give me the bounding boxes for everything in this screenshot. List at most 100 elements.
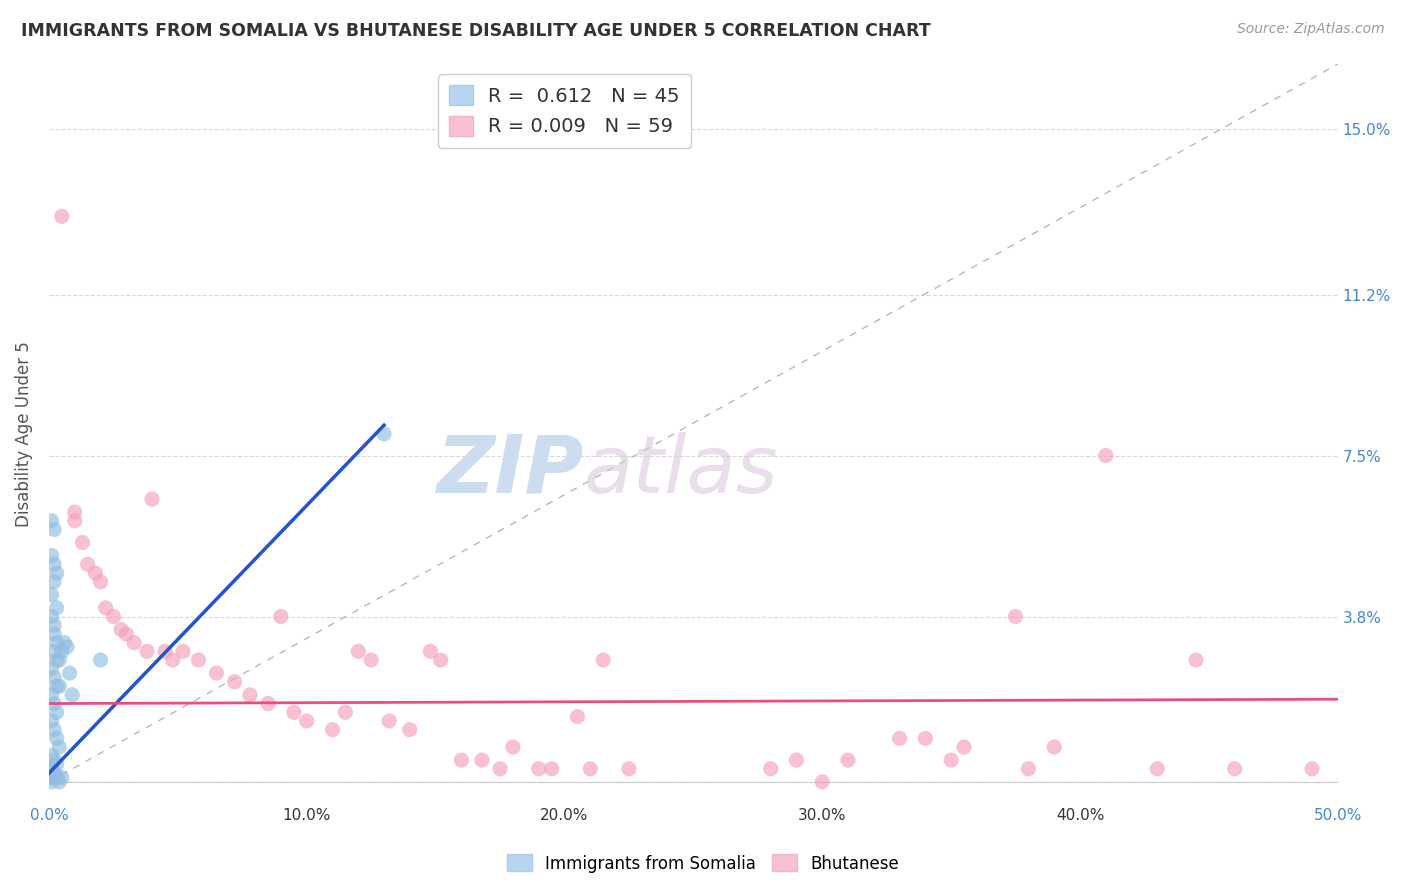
Point bbox=[45, 705, 67, 719]
Point bbox=[450, 753, 472, 767]
Point bbox=[1004, 609, 1026, 624]
Point bbox=[172, 644, 194, 658]
Text: IMMIGRANTS FROM SOMALIA VS BHUTANESE DISABILITY AGE UNDER 5 CORRELATION CHART: IMMIGRANTS FROM SOMALIA VS BHUTANESE DIS… bbox=[21, 22, 931, 40]
Point bbox=[45, 771, 67, 785]
Point bbox=[42, 644, 65, 658]
Point bbox=[527, 762, 550, 776]
Point bbox=[41, 549, 63, 563]
Point bbox=[89, 574, 111, 589]
Point bbox=[42, 771, 65, 785]
Point bbox=[1094, 449, 1116, 463]
Point bbox=[224, 674, 246, 689]
Point bbox=[110, 623, 132, 637]
Point bbox=[502, 740, 524, 755]
Y-axis label: Disability Age Under 5: Disability Age Under 5 bbox=[15, 341, 32, 527]
Point bbox=[63, 514, 86, 528]
Point bbox=[56, 640, 79, 654]
Point bbox=[579, 762, 602, 776]
Point bbox=[914, 731, 936, 746]
Point bbox=[939, 753, 962, 767]
Point bbox=[60, 688, 83, 702]
Point bbox=[187, 653, 209, 667]
Point bbox=[42, 627, 65, 641]
Point bbox=[429, 653, 451, 667]
Point bbox=[103, 609, 125, 624]
Point bbox=[567, 709, 589, 723]
Point bbox=[42, 723, 65, 737]
Point bbox=[378, 714, 401, 728]
Point bbox=[617, 762, 640, 776]
Point bbox=[1043, 740, 1066, 755]
Point bbox=[42, 697, 65, 711]
Point bbox=[42, 753, 65, 767]
Point bbox=[41, 748, 63, 763]
Point bbox=[45, 757, 67, 772]
Point bbox=[135, 644, 157, 658]
Point bbox=[42, 558, 65, 572]
Point bbox=[72, 535, 94, 549]
Point bbox=[122, 635, 145, 649]
Point bbox=[45, 600, 67, 615]
Text: Source: ZipAtlas.com: Source: ZipAtlas.com bbox=[1237, 22, 1385, 37]
Point bbox=[45, 653, 67, 667]
Point bbox=[1301, 762, 1323, 776]
Point bbox=[321, 723, 343, 737]
Point bbox=[489, 762, 512, 776]
Point bbox=[360, 653, 382, 667]
Point bbox=[373, 426, 395, 441]
Point bbox=[1017, 762, 1039, 776]
Point bbox=[42, 574, 65, 589]
Point bbox=[889, 731, 911, 746]
Point bbox=[51, 644, 73, 658]
Point bbox=[42, 670, 65, 684]
Legend: R =  0.612   N = 45, R = 0.009   N = 59: R = 0.612 N = 45, R = 0.009 N = 59 bbox=[437, 74, 692, 148]
Point bbox=[1146, 762, 1168, 776]
Point bbox=[41, 688, 63, 702]
Text: atlas: atlas bbox=[583, 432, 779, 510]
Point bbox=[471, 753, 494, 767]
Text: ZIP: ZIP bbox=[436, 432, 583, 510]
Point bbox=[837, 753, 859, 767]
Legend: Immigrants from Somalia, Bhutanese: Immigrants from Somalia, Bhutanese bbox=[501, 847, 905, 880]
Point bbox=[162, 653, 184, 667]
Point bbox=[51, 771, 73, 785]
Point bbox=[270, 609, 292, 624]
Point bbox=[398, 723, 420, 737]
Point bbox=[84, 566, 107, 580]
Point bbox=[811, 775, 834, 789]
Point bbox=[41, 588, 63, 602]
Point bbox=[48, 775, 70, 789]
Point bbox=[295, 714, 318, 728]
Point bbox=[540, 762, 562, 776]
Point bbox=[48, 653, 70, 667]
Point bbox=[419, 644, 441, 658]
Point bbox=[45, 566, 67, 580]
Point bbox=[51, 210, 73, 224]
Point bbox=[41, 762, 63, 776]
Point bbox=[45, 635, 67, 649]
Point bbox=[1185, 653, 1208, 667]
Point bbox=[205, 666, 228, 681]
Point bbox=[45, 731, 67, 746]
Point bbox=[141, 492, 163, 507]
Point bbox=[41, 771, 63, 785]
Point bbox=[41, 766, 63, 780]
Point bbox=[58, 666, 80, 681]
Point bbox=[48, 740, 70, 755]
Point bbox=[953, 740, 976, 755]
Point bbox=[76, 558, 98, 572]
Point bbox=[53, 635, 76, 649]
Point bbox=[1223, 762, 1246, 776]
Point bbox=[94, 600, 117, 615]
Point bbox=[41, 714, 63, 728]
Point bbox=[63, 505, 86, 519]
Point bbox=[41, 662, 63, 676]
Point bbox=[257, 697, 280, 711]
Point bbox=[347, 644, 370, 658]
Point bbox=[153, 644, 176, 658]
Point bbox=[41, 775, 63, 789]
Point bbox=[42, 523, 65, 537]
Point bbox=[283, 705, 305, 719]
Point bbox=[115, 627, 138, 641]
Point bbox=[48, 679, 70, 693]
